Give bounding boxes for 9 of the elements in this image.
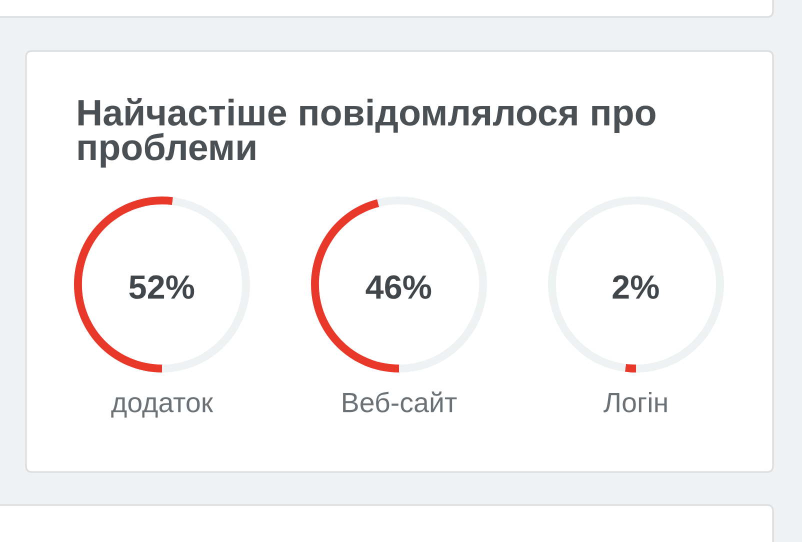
- donut-slice: [624, 364, 636, 372]
- slice-label: Логін: [604, 392, 667, 412]
- slice-label: Веб-сайт: [343, 391, 457, 412]
- slice-label: додаток: [111, 397, 214, 418]
- donut-slice: [548, 196, 724, 372]
- data-label: 2%: [612, 275, 659, 299]
- data-label: 52%: [129, 275, 194, 299]
- text: Найчастіше повідомлялося про проблеми: [78, 98, 656, 168]
- data-label: 46%: [366, 275, 432, 299]
